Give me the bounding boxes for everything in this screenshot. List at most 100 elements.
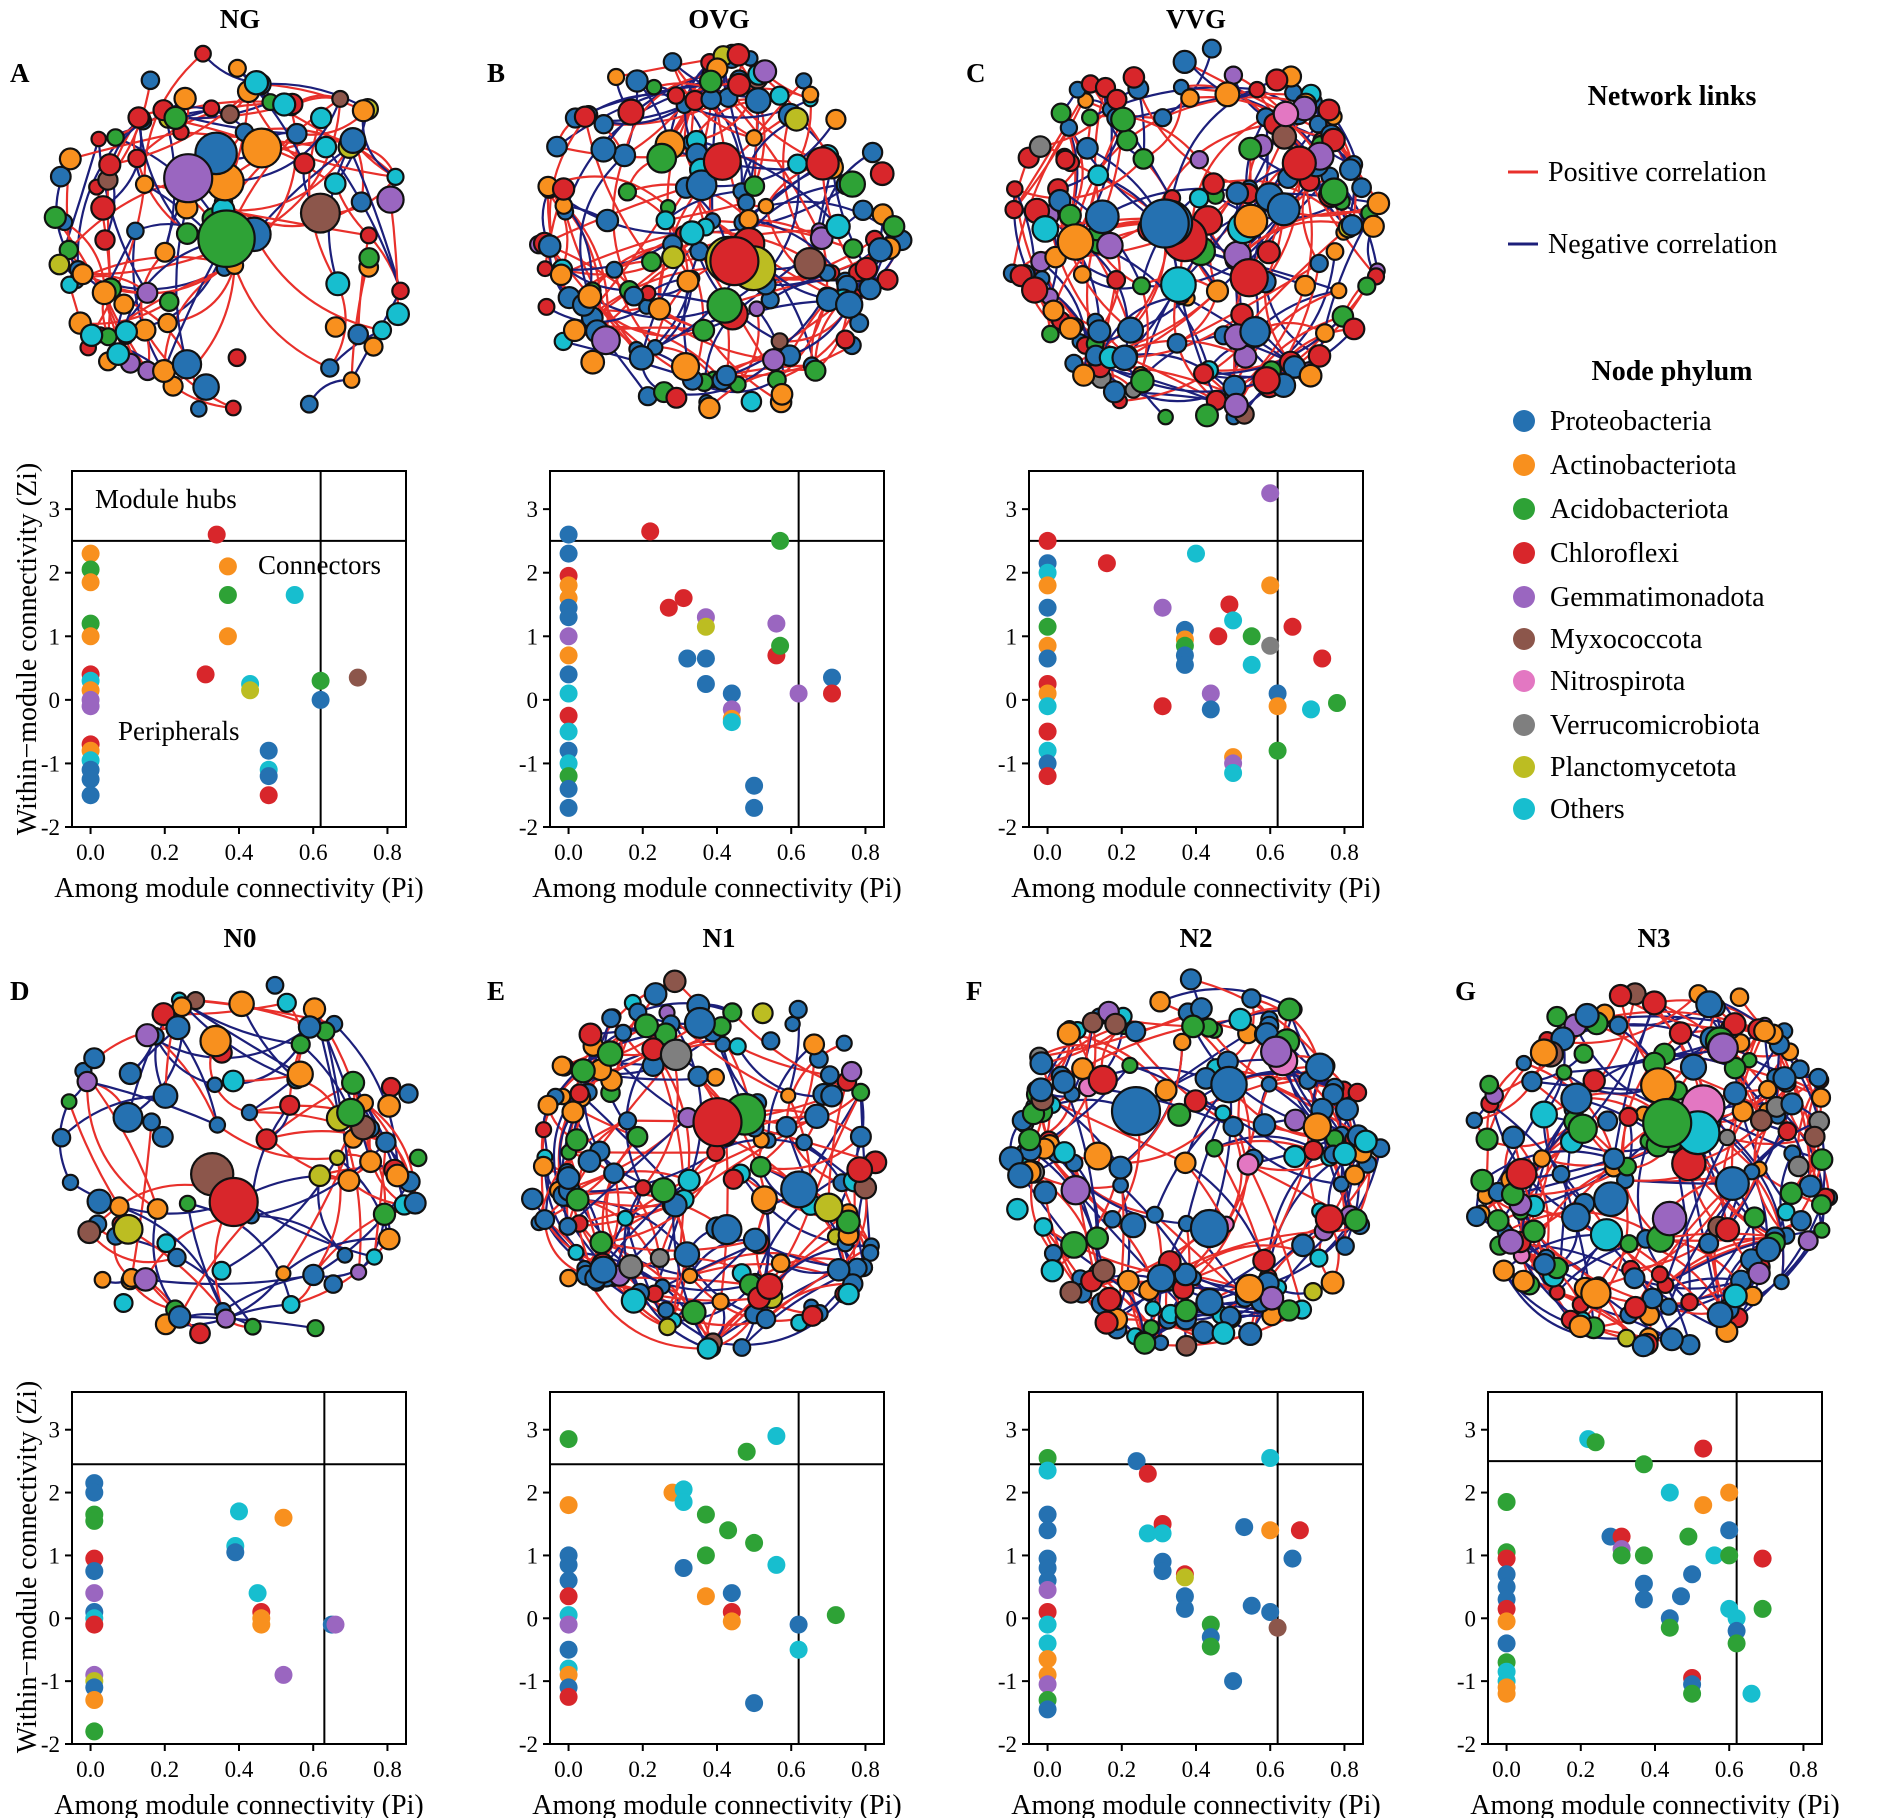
network-node [726,42,751,67]
network-node [1302,1139,1324,1161]
network-node [1743,1206,1766,1229]
x-tick-label: 0.8 [851,1757,880,1782]
network-node [403,1191,427,1215]
network-node [324,316,347,338]
network-node [836,1209,861,1235]
x-tick-label: 0.4 [703,1757,732,1782]
network-node [1072,265,1092,284]
network-link [186,1203,224,1312]
network-node [1096,231,1124,260]
network-link [86,1081,159,1210]
network-node [171,349,203,380]
network-node [1808,1067,1829,1088]
legend-label-A: Actinobacteriota [1550,450,1737,481]
data-point [767,1555,786,1574]
network-node [1241,988,1262,1009]
network-node [1223,65,1244,85]
data-point [674,1559,693,1577]
network-node [1532,1252,1556,1276]
network-node [83,1047,106,1070]
data-point [1261,1603,1280,1621]
network-node [596,1040,624,1067]
network-node [90,195,116,221]
phylum-legend: Proteobacteria Actinobacteriota Acidobacte… [1513,406,1765,825]
network-node [838,170,867,198]
network-node [109,1196,130,1217]
network-link [178,1215,253,1318]
data-point [745,798,764,817]
network-node [342,371,361,389]
legend-links-title: Network links [1588,81,1757,112]
x-tick-label: 0.8 [1789,1757,1818,1782]
y-tick-label: -2 [1457,1732,1476,1757]
network-node [775,1115,798,1138]
panel-letter: F [966,976,983,1006]
network-node [617,182,638,202]
data-point [81,786,100,805]
data-point [1268,697,1287,716]
network-node [1659,1327,1684,1352]
y-tick-label: -2 [519,1732,538,1757]
legend-dot-P [1513,410,1535,432]
data-point [1261,1521,1280,1540]
network-node [1757,1079,1778,1100]
y-tick-label: 0 [1006,688,1018,713]
x-tick-label: 0.0 [1033,840,1062,865]
data-point [1242,655,1261,674]
data-point [85,1511,104,1530]
data-point [696,675,715,693]
network-node [1580,1277,1612,1310]
panel-letter: A [10,58,30,88]
network-link [724,163,800,307]
zi-pi-plot: -2 -1 0 1 2 3 0.0 0.2 0.4 0.6 0.8 Among module conn… [12,1381,424,1818]
network-link [760,1135,862,1171]
annotation-connectors: Connectors [258,550,381,580]
network-node [1238,1321,1263,1347]
network-node [620,1287,647,1314]
network-node [1110,106,1136,133]
network-link [70,131,182,160]
data-point [722,684,741,703]
network-link [373,1142,387,1258]
data-point [1742,1684,1761,1703]
network-node [220,104,240,125]
data-point [1727,1609,1746,1628]
network-node [1568,1314,1593,1339]
network-node [208,1176,259,1228]
network-node [1623,1267,1646,1290]
network-node [679,220,705,246]
network-node [1529,1038,1559,1067]
network-node [243,1317,262,1336]
network-node [241,127,283,169]
network-node [1042,299,1065,322]
network-node [634,1179,652,1197]
network-node [1102,380,1127,404]
network-node [391,281,410,301]
network-node [228,990,255,1018]
y-tick-label: 3 [49,1418,61,1443]
network-node [882,215,906,239]
y-tick-label: 0 [527,1606,539,1631]
network-link [1119,1041,1184,1169]
network-node [1060,1174,1091,1206]
y-tick-label: -1 [998,1669,1017,1694]
panel-letter: D [10,976,30,1006]
network-node [1271,124,1298,150]
data-point [1727,1621,1746,1640]
network-node [549,263,573,287]
network-link [710,98,743,192]
data-point [1302,700,1320,719]
network-node [90,130,107,148]
network-node [279,1094,301,1116]
network-node [1631,1334,1655,1358]
network-node [755,1272,784,1301]
network-node [1596,1110,1619,1132]
y-tick-label: 3 [49,497,61,522]
data-point [81,544,100,563]
data-point [1038,697,1057,716]
network-node [1340,214,1364,237]
plot-frame [549,470,885,828]
network-node [749,1155,772,1178]
x-tick-label: 0.4 [703,840,732,865]
network-node [534,1209,556,1231]
